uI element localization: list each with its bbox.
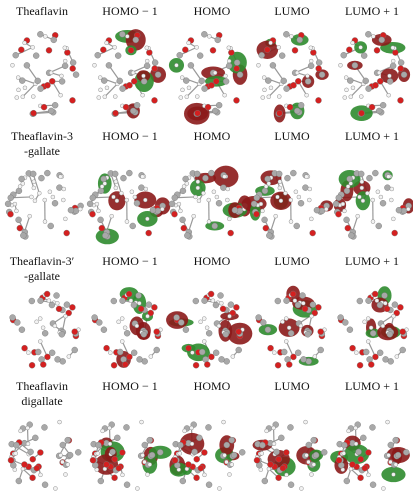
- molecule: [10, 31, 80, 117]
- column-header: LUMO + 1: [345, 254, 399, 268]
- column-header: LUMO: [274, 4, 310, 18]
- row-label: Theaflavin-3: [11, 129, 73, 143]
- column-header: HOMO: [194, 4, 231, 18]
- molecule: [338, 31, 411, 121]
- molecule: [89, 419, 172, 491]
- row-label: Theaflavin: [16, 4, 68, 18]
- molecule: [9, 290, 81, 369]
- molecule: [92, 29, 167, 119]
- column-header: HOMO − 1: [102, 379, 157, 393]
- column-header: HOMO − 1: [102, 129, 157, 143]
- column-header: HOMO: [194, 379, 231, 393]
- molecule: [4, 169, 84, 240]
- molecule: [252, 419, 328, 491]
- row-label: Theaflavin: [16, 379, 68, 393]
- molecule: [256, 31, 329, 123]
- molecule: [7, 419, 82, 491]
- row-label: Theaflavin-3′: [10, 254, 75, 268]
- molecule: [168, 31, 248, 125]
- molecule: [332, 169, 413, 240]
- column-header: HOMO: [194, 129, 231, 143]
- row-label: digallate: [21, 394, 62, 408]
- row-label: -gallate: [24, 269, 60, 283]
- column-header: LUMO: [274, 129, 310, 143]
- molecule: [169, 419, 246, 491]
- molecule: [330, 419, 410, 491]
- molecule: [91, 287, 163, 369]
- molecule: [166, 290, 253, 369]
- molecule: [337, 286, 409, 369]
- molecule: [241, 169, 334, 240]
- molecule: [255, 285, 327, 369]
- molecule: [86, 169, 171, 245]
- column-header: LUMO: [274, 254, 310, 268]
- row-label: -gallate: [24, 144, 60, 158]
- column-header: HOMO − 1: [102, 4, 157, 18]
- column-header: HOMO: [194, 254, 231, 268]
- column-header: LUMO + 1: [345, 4, 399, 18]
- molecule: [168, 165, 252, 240]
- column-header: LUMO: [274, 379, 310, 393]
- column-header: LUMO + 1: [345, 129, 399, 143]
- column-header: HOMO − 1: [102, 254, 157, 268]
- column-header: LUMO + 1: [345, 379, 399, 393]
